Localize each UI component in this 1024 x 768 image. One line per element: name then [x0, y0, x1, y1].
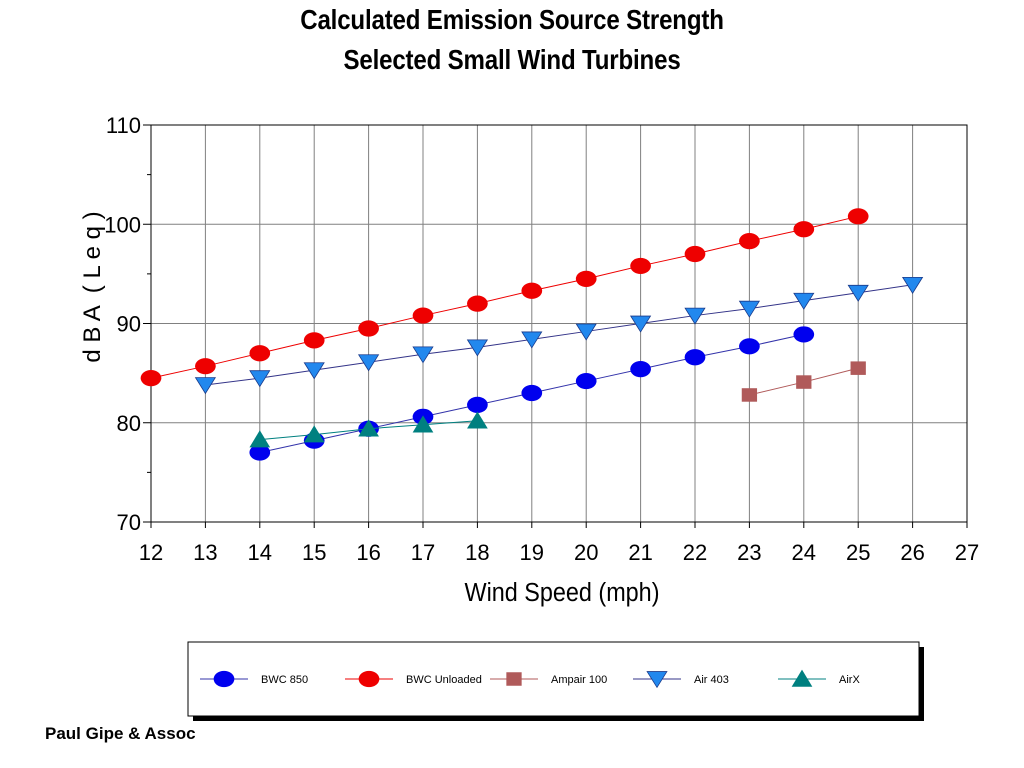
data-point-air-403 — [575, 323, 597, 341]
data-point-air-403 — [194, 377, 217, 395]
legend-label: Air 403 — [694, 674, 729, 686]
grid-layer — [143, 124, 968, 528]
data-point-bwc-unloaded — [630, 257, 651, 275]
series-bwc-unloaded — [140, 208, 869, 387]
data-point-air-403 — [303, 362, 325, 380]
legend-label: BWC Unloaded — [406, 674, 482, 686]
x-tick-label: 17 — [411, 540, 435, 565]
data-point-bwc-unloaded — [303, 332, 325, 349]
data-point-ampair-100 — [796, 375, 812, 389]
data-point-airx — [303, 425, 325, 443]
data-point-air-403 — [521, 331, 543, 349]
data-point-air-403 — [901, 276, 924, 294]
data-point-bwc-unloaded — [739, 233, 760, 250]
x-tick-label: 14 — [248, 540, 272, 565]
x-tick-label: 23 — [737, 540, 761, 565]
series-ampair-100 — [741, 361, 866, 402]
data-point-air-403 — [793, 292, 815, 310]
data-point-bwc-unloaded — [412, 307, 434, 324]
data-point-air-403 — [684, 307, 706, 325]
data-point-airx — [412, 415, 434, 433]
data-point-ampair-100 — [741, 388, 758, 402]
data-point-bwc-unloaded — [847, 208, 869, 225]
data-point-bwc-850 — [467, 396, 488, 413]
x-tick-label: 19 — [520, 540, 544, 565]
data-point-bwc-unloaded — [467, 295, 488, 312]
x-tick-label: 13 — [193, 540, 217, 565]
x-tick-label: 18 — [465, 540, 489, 565]
data-point-air-403 — [629, 315, 652, 333]
legend-marker — [213, 670, 235, 688]
data-point-airx — [249, 430, 271, 448]
x-tick-label: 15 — [302, 540, 326, 565]
series-layer — [140, 208, 924, 461]
legend-marker — [646, 671, 668, 689]
data-point-ampair-100 — [850, 361, 866, 375]
data-point-air-403 — [249, 370, 271, 388]
x-tick-label: 26 — [900, 540, 924, 565]
tick-labels: 12 13 14 15 16 17 18 19 20 21 22 23 24 25 26 27 70 80 90 10… — [104, 113, 979, 565]
y-axis-label: d B A ( L e q ) — [79, 211, 106, 362]
legend-item-airx: AirX — [778, 669, 860, 687]
series-line-air-403 — [205, 284, 913, 386]
chart-title-line1: Calculated Emission Source Strength — [300, 4, 724, 35]
data-point-airx — [358, 419, 379, 437]
data-point-bwc-unloaded — [140, 369, 162, 387]
data-point-air-403 — [847, 284, 869, 302]
data-point-bwc-unloaded — [793, 221, 815, 238]
legend-item-air-403: Air 403 — [633, 671, 729, 689]
x-tick-label: 27 — [955, 540, 979, 565]
data-point-bwc-850 — [630, 361, 651, 378]
y-tick-label: 70 — [117, 510, 141, 535]
legend-item-ampair-100: Ampair 100 — [490, 672, 607, 686]
data-point-bwc-unloaded — [521, 282, 543, 299]
chart-title-line2: Selected Small Wind Turbines — [343, 44, 681, 75]
data-point-air-403 — [738, 300, 761, 318]
data-point-air-403 — [412, 346, 434, 364]
y-tick-label: 110 — [106, 113, 141, 138]
data-point-bwc-unloaded — [575, 270, 597, 287]
data-point-bwc-unloaded — [358, 320, 379, 337]
data-point-airx — [467, 411, 488, 429]
x-tick-label: 24 — [792, 540, 816, 565]
x-axis-label: Wind Speed (mph) — [465, 579, 660, 607]
data-point-bwc-850 — [249, 444, 271, 461]
plot-area-border — [150, 124, 968, 523]
x-tick-label: 16 — [356, 540, 380, 565]
data-point-bwc-850 — [575, 372, 597, 390]
legend-marker — [358, 670, 380, 688]
legend-label: Ampair 100 — [551, 674, 607, 686]
x-tick-label: 25 — [846, 540, 870, 565]
data-point-air-403 — [466, 339, 489, 357]
data-point-bwc-850 — [684, 349, 706, 366]
x-tick-label: 22 — [683, 540, 707, 565]
data-point-bwc-850 — [521, 384, 543, 402]
series-airx — [249, 411, 488, 448]
data-point-bwc-unloaded — [684, 245, 706, 263]
y-tick-label: 90 — [117, 312, 141, 337]
legend-label: BWC 850 — [261, 674, 308, 686]
data-point-bwc-850 — [739, 338, 760, 355]
x-tick-label: 12 — [139, 540, 163, 565]
data-point-bwc-unloaded — [249, 345, 271, 362]
legend-item-bwc-850: BWC 850 — [200, 670, 308, 688]
data-point-air-403 — [357, 354, 380, 372]
x-tick-label: 20 — [574, 540, 598, 565]
legend: BWC 850 BWC Unloaded Ampair 100 Air 403 AirX — [200, 669, 860, 689]
data-point-bwc-unloaded — [195, 358, 216, 375]
y-tick-label: 100 — [104, 212, 141, 237]
footer-credit: Paul Gipe & Assoc — [45, 724, 196, 743]
legend-marker — [506, 672, 522, 686]
legend-label: AirX — [839, 674, 860, 686]
series-air-403 — [194, 276, 924, 395]
legend-marker — [791, 669, 813, 687]
x-tick-label: 21 — [628, 540, 652, 565]
data-point-bwc-850 — [793, 326, 815, 343]
y-tick-label: 80 — [117, 411, 141, 436]
legend-item-bwc-unloaded: BWC Unloaded — [345, 670, 482, 688]
